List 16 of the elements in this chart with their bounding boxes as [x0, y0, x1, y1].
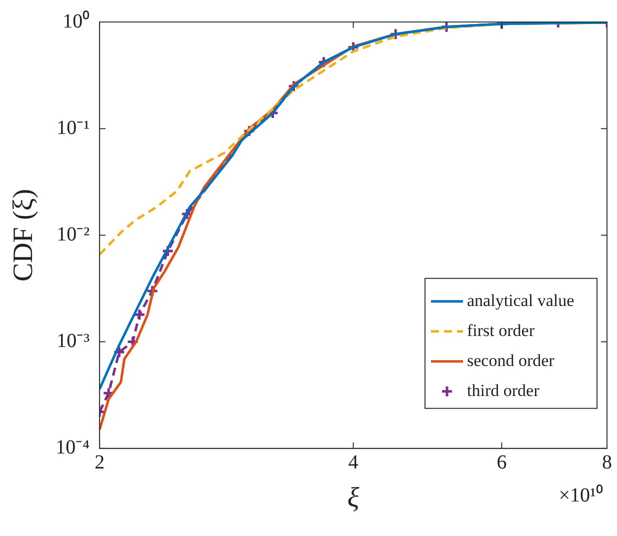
legend-label: third order: [467, 380, 540, 400]
x-tick-label: 4: [348, 452, 358, 474]
x-axis-title: ξ: [347, 482, 360, 514]
text: ×10¹⁰: [558, 484, 603, 507]
y-tick-label: 10⁰: [62, 9, 90, 32]
legend-label: analytical value: [467, 290, 574, 310]
x-tick-label: 2: [94, 452, 105, 474]
y-tick-label: 10⁻²: [56, 223, 90, 246]
y-tick-label: 10⁻¹: [56, 116, 90, 139]
y-axis-title: CDF (ξ): [8, 188, 40, 282]
legend-label: second order: [467, 350, 555, 370]
legend-label: first order: [467, 320, 535, 340]
y-tick-label: 10⁻³: [56, 330, 90, 352]
x-tick-label: 8: [602, 452, 612, 474]
x-tick-label: 6: [496, 452, 507, 474]
y-tick-label: 10⁻⁴: [56, 436, 90, 459]
